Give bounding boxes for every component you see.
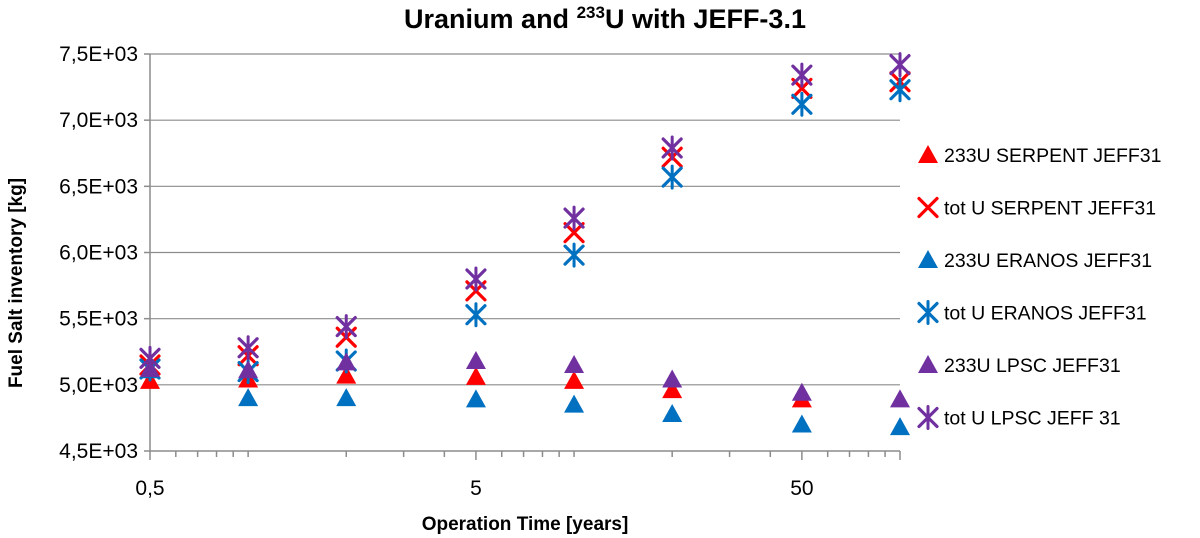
y-tick-label: 5,0E+03 [59,374,138,397]
axes [144,53,901,460]
y-tick-label: 6,0E+03 [59,242,138,265]
y-tick-label: 5,5E+03 [59,308,138,331]
legend: 233U SERPENT JEFF31 tot U SERPENT JEFF31 2… [917,145,1161,430]
data-point [238,388,259,407]
y-tick-label: 6,5E+03 [59,175,138,198]
data-point [336,352,357,371]
x-tick-label: 5 [470,477,482,500]
legend-item: tot U ERANOS JEFF31 [917,300,1147,325]
legend-item: 233U SERPENT JEFF31 [918,145,1161,167]
y-axis-label: Fuel Salt inventory [kg] [6,178,27,388]
legend-marker [918,250,938,268]
y-tick-label: 7,5E+03 [59,43,138,66]
x-axis-label: Operation Time [years] [422,514,629,535]
legend-marker [918,145,938,163]
data-point [791,414,812,433]
legend-label: tot U LPSC JEFF 31 [944,408,1121,430]
data-point [661,135,683,161]
data-point [564,370,585,389]
data-point [563,242,585,268]
data-point [791,382,812,401]
legend-label: 233U ERANOS JEFF31 [944,250,1152,272]
data-marks [139,52,911,436]
legend-marker [917,196,939,219]
chart-title: Uranium and 233U with JEFF-3.1 [404,3,806,34]
data-point [661,164,683,190]
legend-item: 233U ERANOS JEFF31 [918,250,1152,272]
data-point [465,389,486,408]
legend-label: tot U SERPENT JEFF31 [944,198,1156,220]
x-tick-label: 50 [790,477,813,500]
legend-item: tot U SERPENT JEFF31 [917,196,1156,220]
legend-marker [917,405,939,430]
legend-marker [917,300,939,325]
data-point [336,365,357,384]
data-point [465,351,486,370]
y-tick-labels: 4,5E+03 5,0E+03 5,5E+03 6,0E+03 6,5E+03 7,0E+… [59,43,138,463]
data-point [662,403,683,422]
data-point [563,222,585,244]
data-point [890,417,910,436]
data-point [564,394,585,413]
data-point [889,52,911,78]
data-point [563,205,585,231]
x-tick-label: 0,5 [135,477,164,500]
data-point [335,314,357,340]
x-tick-labels: 0,5 5 50 [135,477,813,500]
data-point [662,369,683,388]
data-point [662,380,683,399]
data-point [336,388,357,407]
marker-stroke [563,222,585,244]
legend-label: 233U SERPENT JEFF31 [944,145,1161,167]
legend-label: 233U LPSC JEFF31 [944,355,1121,377]
data-point [791,62,813,88]
legend-item: 233U LPSC JEFF31 [918,355,1121,377]
data-point [237,335,259,361]
y-tick-label: 4,5E+03 [59,440,138,463]
data-point [890,389,910,408]
data-point [889,77,911,103]
legend-item: tot U LPSC JEFF 31 [917,405,1121,430]
marker-stroke [917,196,939,219]
legend-label: tot U ERANOS JEFF31 [944,303,1147,325]
data-point [465,366,486,385]
gridlines [150,53,900,386]
data-point [564,354,585,373]
y-tick-label: 7,0E+03 [59,109,138,132]
data-point [139,345,161,371]
data-point [465,266,487,292]
data-point [465,302,487,328]
data-point [238,360,259,379]
legend-marker [918,355,938,373]
data-point [791,91,813,117]
